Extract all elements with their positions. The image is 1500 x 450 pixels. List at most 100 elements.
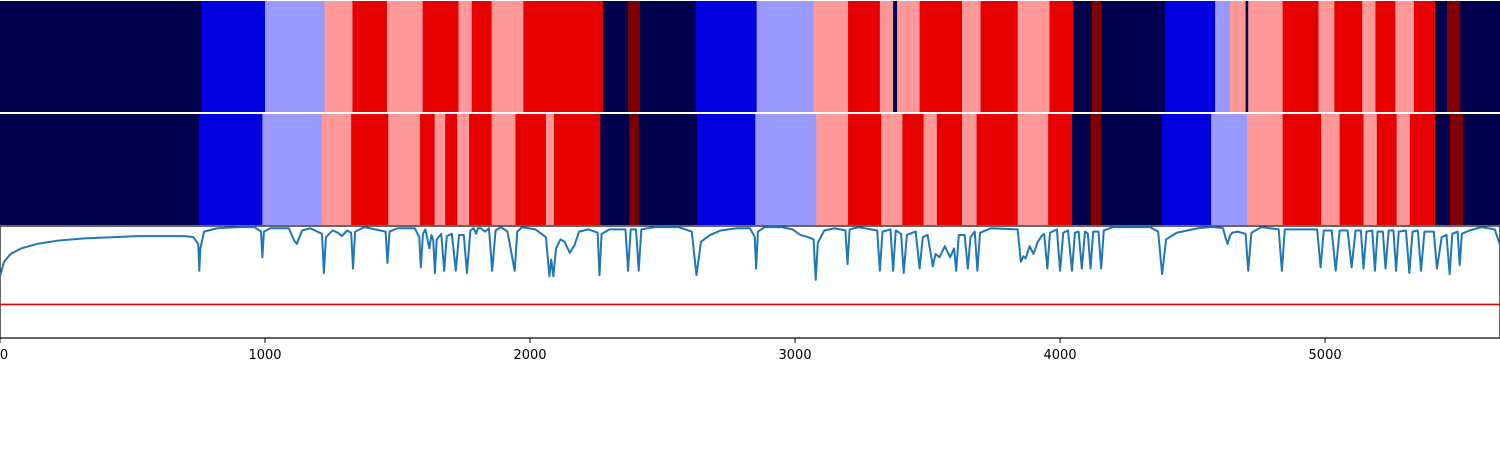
- heatmap-cell: [1376, 114, 1398, 225]
- heatmap-cell: [471, 1, 493, 112]
- heatmap-row-2: [0, 114, 1500, 225]
- heatmap-cell: [545, 114, 555, 225]
- heatmap-cell: [600, 114, 631, 225]
- heatmap-cell: [628, 1, 641, 112]
- heatmap-cell: [879, 1, 894, 112]
- heatmap-cell: [491, 1, 525, 112]
- heatmap-cell: [1409, 114, 1436, 225]
- x-tick-label: 0: [0, 348, 8, 363]
- x-tick-label: 4000: [1044, 348, 1077, 363]
- heatmap-cell: [697, 114, 756, 225]
- heatmap-cell: [262, 114, 323, 225]
- heatmap-cell: [756, 1, 815, 112]
- x-axis: 0 1000 2000 3000 4000 5000: [0, 338, 1342, 363]
- heatmap-cell: [1282, 114, 1322, 225]
- heatmap-cell: [491, 114, 517, 225]
- heatmap-cell: [1449, 114, 1464, 225]
- line-panel-frame: [0, 225, 1500, 339]
- heatmap-cell: [755, 114, 817, 225]
- heatmap-cell: [1211, 114, 1248, 225]
- heatmap-cell: [1282, 1, 1320, 112]
- heatmap-cell: [1048, 114, 1073, 225]
- heatmap-cell: [1245, 1, 1249, 112]
- heatmap-cell: [515, 114, 547, 225]
- heatmap-cell: [1460, 1, 1500, 112]
- heatmap-cell: [1248, 1, 1284, 112]
- line-panel: [0, 225, 1500, 339]
- heatmap-cell: [1215, 1, 1231, 112]
- heatmap-cell: [469, 114, 493, 225]
- heatmap-cell: [422, 1, 460, 112]
- heatmap-rows: [0, 1, 1500, 225]
- heatmap-cell: [881, 114, 903, 225]
- x-tick-label: 1000: [248, 348, 281, 363]
- heatmap-cell: [445, 114, 458, 225]
- heatmap-cell: [458, 1, 473, 112]
- heatmap-cell: [1413, 1, 1436, 112]
- heatmap-cell: [897, 1, 921, 112]
- heatmap-cell: [848, 1, 881, 112]
- heatmap-cell: [1017, 1, 1051, 112]
- heatmap-cell: [1447, 1, 1461, 112]
- heatmap-cell: [265, 1, 326, 112]
- heatmap-cell: [1435, 1, 1448, 112]
- series-line: [0, 226, 1500, 281]
- heatmap-cell: [638, 114, 698, 225]
- heatmap-cell: [813, 1, 849, 112]
- heatmap-cell: [434, 114, 446, 225]
- heatmap-cell: [1395, 1, 1415, 112]
- heatmap-cell: [1321, 114, 1341, 225]
- heatmap-cell: [1101, 114, 1163, 225]
- heatmap-cell: [848, 114, 882, 225]
- x-tick-label: 3000: [779, 348, 812, 363]
- heatmap-cell: [695, 1, 758, 112]
- heatmap-cell: [1362, 1, 1377, 112]
- heatmap-cell: [386, 1, 424, 112]
- heatmap-cell: [1396, 114, 1411, 225]
- heatmap-cell: [1435, 114, 1451, 225]
- heatmap-cell: [923, 114, 938, 225]
- heatmap-cell: [1339, 114, 1365, 225]
- heatmap-cell: [1072, 114, 1092, 225]
- heatmap-cell: [919, 1, 963, 112]
- heatmap-cell: [629, 114, 640, 225]
- heatmap-row-1: [0, 1, 1500, 112]
- heatmap-cell: [1334, 1, 1363, 112]
- heatmap-cell: [962, 114, 978, 225]
- heatmap-cell: [640, 1, 697, 112]
- heatmap-cell: [1246, 114, 1284, 225]
- heatmap-cell: [1101, 1, 1166, 112]
- heatmap-cell: [0, 114, 200, 225]
- heatmap-cell: [324, 1, 354, 112]
- heatmap-cell: [902, 114, 925, 225]
- x-tick-label: 5000: [1309, 348, 1342, 363]
- heatmap-cell: [201, 1, 266, 112]
- heatmap-cell: [1091, 1, 1102, 112]
- heatmap-cell: [602, 1, 629, 112]
- heatmap-cell: [1164, 1, 1216, 112]
- heatmap-cell: [352, 1, 388, 112]
- heatmap-cell: [1318, 1, 1335, 112]
- heatmap-cell: [322, 114, 352, 225]
- heatmap-cell: [1073, 1, 1093, 112]
- heatmap-cell: [523, 1, 604, 112]
- heatmap-cell: [457, 114, 470, 225]
- heatmap-cell: [1090, 114, 1102, 225]
- heatmap-cell: [420, 114, 436, 225]
- heatmap-cell: [0, 1, 203, 112]
- x-tick-label: 2000: [513, 348, 546, 363]
- heatmap-cell: [388, 114, 421, 225]
- heatmap-cell: [936, 114, 963, 225]
- heatmap-cell: [893, 1, 898, 112]
- heatmap-cell: [962, 1, 982, 112]
- heatmap-cell: [1017, 114, 1049, 225]
- heatmap-cell: [816, 114, 849, 225]
- heatmap-cell: [980, 1, 1019, 112]
- heatmap-cell: [1375, 1, 1396, 112]
- heatmap-cell: [1162, 114, 1212, 225]
- heatmap-cell: [553, 114, 601, 225]
- heatmap-cell: [976, 114, 1019, 225]
- heatmap-cell: [1049, 1, 1074, 112]
- heatmap-cell: [351, 114, 389, 225]
